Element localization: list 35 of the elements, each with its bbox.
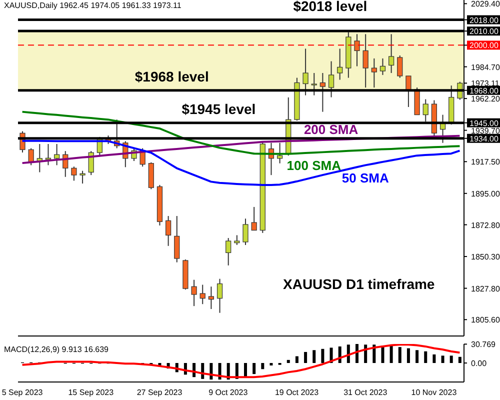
- y-tick-label: 1968.00: [470, 86, 500, 96]
- y-tick-label: 1973.11: [471, 79, 500, 88]
- y-tick-label: 1962.20: [471, 94, 500, 104]
- series-label: 100 SMA: [286, 158, 342, 174]
- y-tick-label: 1917.50: [471, 158, 500, 167]
- ref-line-label: $1968 level: [134, 68, 209, 84]
- y-tick-label: 2029.40: [471, 0, 500, 9]
- y-tick-label: 2018.00: [470, 16, 500, 25]
- x-tick-label: 19 Oct 2023: [274, 388, 320, 397]
- y-tick-label: 0.00: [471, 359, 488, 368]
- series-label: 200 SMA: [304, 122, 359, 138]
- ref-line-label: $1945 level: [182, 100, 256, 117]
- x-tick-label: 15 Sep 2023: [68, 388, 114, 397]
- y-tick-label: 1827.80: [471, 284, 500, 294]
- y-tick-label: 1934.00: [470, 134, 500, 144]
- annotation: XAUUSD D1 timeframe: [283, 276, 435, 292]
- x-tick-label: 27 Sep 2023: [136, 388, 183, 397]
- y-tick-label: 1872.80: [471, 220, 500, 230]
- x-tick-label: 5 Sep 2023: [2, 388, 44, 397]
- x-tick-label: 31 Oct 2023: [344, 388, 388, 397]
- ref-line-label: $2018 level: [293, 0, 368, 14]
- x-tick-label: 9 Oct 2023: [208, 388, 248, 397]
- y-tick-label: 1939.70: [471, 126, 500, 136]
- y-tick-label: 2000.00: [470, 41, 500, 50]
- y-tick-label: 1984.70: [471, 62, 500, 72]
- y-tick-label: 1850.30: [471, 252, 500, 262]
- y-tick-label: 1895.00: [471, 189, 500, 198]
- x-tick-label: 10 Nov 2023: [411, 388, 458, 397]
- chart-title: XAUUSD,Daily 1962.45 1974.05 1961.33 1973.11: [4, 1, 182, 10]
- y-tick-label: 30.769: [471, 340, 496, 350]
- chart-title: MACD(12,26,9) 9.913 16.639: [4, 345, 109, 354]
- series-label: 50 SMA: [342, 170, 390, 186]
- y-tick-label: 1945.00: [470, 118, 500, 128]
- y-tick-label: 2010.00: [470, 27, 500, 36]
- y-tick-label: 1805.60: [471, 316, 500, 325]
